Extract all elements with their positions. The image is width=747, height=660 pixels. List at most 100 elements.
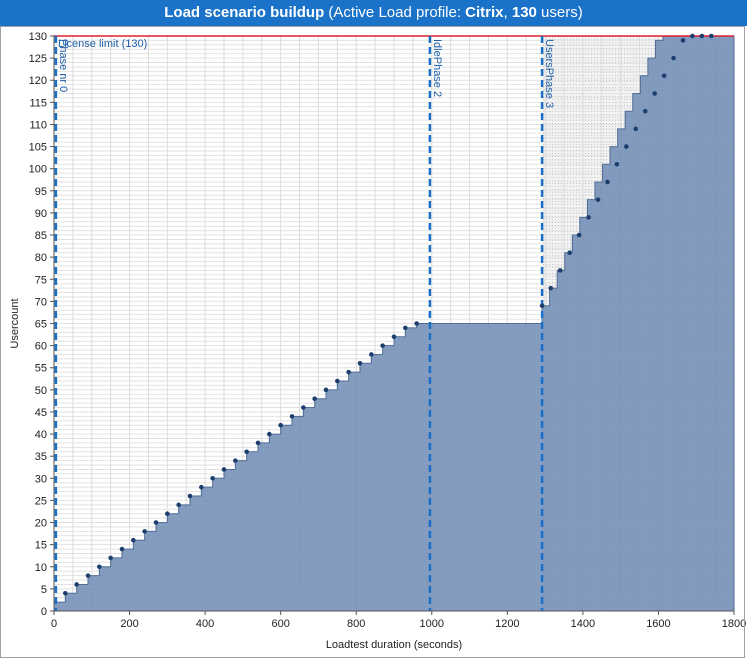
data-point [323,387,329,393]
data-point [63,591,68,596]
data-point [614,161,620,167]
chart-title-main: Load scenario buildup [164,4,325,21]
data-point [199,484,204,490]
data-point [312,396,317,401]
y-tick-label: 30 [35,473,47,485]
phase-markers: License limit (130)Phase nr 0 IdlePhase 2… [54,35,734,611]
y-tick-label: 5 [41,584,47,596]
x-tick-label: 1200 [495,618,519,630]
data-point [709,33,714,39]
y-axis-label: Usercount [9,298,21,348]
y-tick-label: 90 [35,208,47,220]
y-tick-label: 55 [35,363,47,375]
data-point [108,555,113,561]
x-tick-label: 1800 [722,618,746,630]
data-point [210,476,215,481]
data-point [165,511,170,516]
data-point [346,369,351,375]
data-point [97,564,102,570]
y-tick-label: 120 [29,75,47,87]
data-point [548,285,554,291]
data-point [652,91,657,96]
y-tick-label: 105 [29,142,47,154]
chart-title-profile: Citrix [465,4,504,21]
axis-labels: Loadtest duration (seconds) Usercount [9,298,462,651]
data-point [557,268,563,273]
data-point [142,529,147,534]
x-tick-label: 800 [347,618,365,630]
x-tick-label: 1400 [571,618,595,630]
phase-label: IdlePhase 2 [431,39,443,97]
chart-title: Load scenario buildup (Active Load profi… [0,0,747,26]
data-point [567,250,572,256]
data-point [187,493,193,499]
y-tick-label: 25 [35,495,47,507]
data-point [414,321,419,326]
data-point [624,144,629,149]
y-tick-label: 110 [29,119,47,131]
data-point [357,361,363,366]
y-tick-label: 0 [41,606,47,618]
data-point [633,126,639,132]
x-tick-label: 1000 [420,618,444,630]
y-tick-label: 95 [35,186,47,198]
data-point [335,378,340,384]
data-point [539,303,545,309]
y-tick-label: 70 [35,296,47,308]
data-point [595,197,601,202]
data-point [244,449,249,455]
data-point [85,573,91,578]
data-point [119,546,125,552]
x-tick-label: 200 [120,618,138,630]
data-point [369,352,374,357]
x-tick-label: 1600 [646,618,670,630]
phase-label: Phase nr 0 [57,39,69,92]
data-point [289,414,295,419]
chart-title-sep: , [503,4,512,21]
data-point [267,431,272,437]
data-point [74,582,79,587]
data-point [586,215,591,220]
y-tick-label: 50 [35,385,47,397]
x-tick-label: 0 [51,618,57,630]
x-tick-label: 600 [271,618,289,630]
chart-title-users: 130 [511,4,537,21]
y-tick-label: 65 [35,319,47,331]
chart-title-suffix: users) [536,4,583,21]
data-point [605,179,610,185]
y-tick-label: 80 [35,252,47,264]
data-point [642,108,648,114]
y-tick-label: 125 [29,53,47,65]
y-tick-label: 40 [35,429,47,441]
data-point [278,422,283,428]
phase-label: UsersPhase 3 [543,39,555,108]
data-point [255,440,261,446]
y-tick-label: 35 [35,451,47,463]
axes: 0 5 10 15 20 25 30 35 40 45 50 55 60 65 70 75 80 85 90 95 10… [29,31,747,630]
y-tick-label: 85 [35,230,47,242]
chart-title-prefix: (Active Load profile: [324,4,466,21]
y-tick-label: 20 [35,518,47,530]
x-axis-label: Loadtest duration (seconds) [326,639,462,651]
data-point [690,33,695,39]
data-point [671,55,676,61]
y-tick-label: 10 [35,562,47,574]
data-point [233,458,238,463]
y-tick-label: 100 [29,164,47,176]
y-tick-label: 130 [29,31,47,43]
data-point [576,232,582,238]
data-markers [63,33,714,596]
data-point [661,73,667,79]
data-point [176,502,181,508]
y-tick-label: 75 [35,274,47,286]
y-tick-label: 115 [29,97,47,109]
y-tick-label: 15 [35,540,47,552]
data-point [301,405,306,410]
y-tick-label: 60 [35,341,47,353]
data-point [391,334,397,340]
x-tick-label: 400 [196,618,214,630]
license-limit-label: License limit (130) [58,38,147,50]
y-tick-label: 45 [35,407,47,419]
data-point [680,38,686,43]
